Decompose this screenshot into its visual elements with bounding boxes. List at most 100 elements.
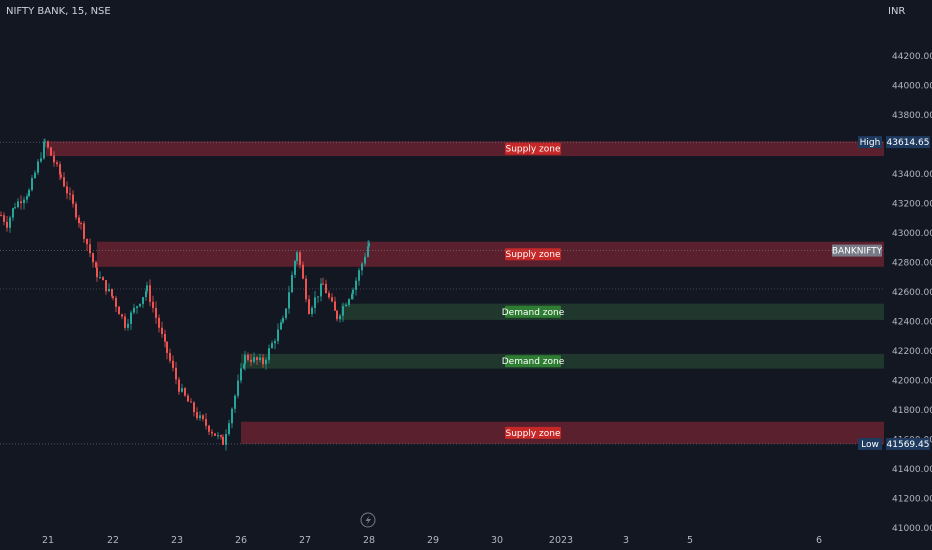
chart-title: NIFTY BANK, 15, NSE: [6, 6, 111, 17]
candle-body: [302, 264, 304, 279]
replay-icon[interactable]: [360, 512, 376, 528]
candle-body: [328, 293, 330, 298]
candle-body: [121, 314, 123, 317]
zone-label-bg: [505, 142, 561, 155]
badge-value-bg: [886, 136, 930, 149]
zone-label: Demand zone: [502, 308, 565, 318]
candle-body: [3, 215, 5, 222]
candle-body: [83, 223, 85, 239]
candle-body: [262, 357, 264, 365]
candle-body: [274, 341, 276, 344]
supply-zone[interactable]: [241, 421, 884, 444]
candle-body: [364, 256, 366, 264]
guide-lines: [0, 141, 884, 445]
candle-body: [351, 294, 353, 300]
candle-body: [56, 162, 58, 165]
candle-body: [133, 307, 135, 313]
badge-label-bg: [858, 136, 882, 149]
x-tick-label: 2023: [549, 535, 573, 546]
symbol-badge: BANKNIFTY: [832, 247, 883, 257]
y-tick-label: 43000.00: [892, 229, 932, 239]
candle-body: [225, 434, 227, 445]
x-tick-label: 5: [687, 535, 693, 546]
candle-body: [146, 285, 148, 292]
candle-body: [80, 223, 82, 225]
y-tick-label: 41200.00: [892, 494, 932, 504]
candle-body: [352, 289, 354, 295]
y-tick-label: 41400.00: [892, 465, 932, 475]
y-tick-label: 41800.00: [892, 406, 932, 416]
candle-body: [294, 261, 296, 275]
candle-body: [86, 238, 88, 245]
candle-body: [37, 161, 39, 173]
candle-body: [208, 425, 210, 432]
candle-body: [166, 341, 168, 353]
candle-body: [247, 354, 249, 360]
x-tick-label: 23: [171, 535, 183, 546]
candle-body: [250, 359, 252, 362]
candle-body: [222, 436, 224, 445]
candle-body: [317, 296, 319, 298]
candle-body: [296, 252, 298, 262]
candle-body: [89, 244, 91, 254]
candle-body: [256, 357, 258, 360]
candle-body: [277, 329, 279, 342]
zone-label-bg: [505, 305, 561, 318]
x-tick-label: 30: [491, 535, 503, 546]
candle-body: [240, 368, 242, 381]
candle-body: [220, 435, 222, 437]
candle-body: [164, 333, 166, 342]
candle-body: [259, 357, 261, 360]
zone-label: Supply zone: [505, 145, 560, 155]
candle-body: [145, 291, 147, 298]
candle-body: [196, 412, 198, 419]
zone-label: Supply zone: [505, 250, 560, 260]
badge-label: Low: [861, 440, 879, 450]
candle-body: [111, 288, 113, 297]
zone-label: Supply zone: [505, 429, 560, 439]
candle-body: [28, 190, 30, 197]
candle-body: [20, 201, 22, 204]
supply-zone[interactable]: [46, 141, 884, 157]
candle-body: [40, 158, 42, 162]
candle-body: [155, 307, 157, 318]
candle-body: [17, 201, 19, 208]
demand-zone[interactable]: [341, 303, 884, 320]
candle-body: [66, 186, 68, 194]
candle-body: [75, 203, 77, 218]
candle-body: [178, 379, 180, 392]
candle-body: [169, 352, 171, 361]
candle-body: [348, 299, 350, 305]
candle-body: [26, 196, 28, 200]
candle-body: [305, 278, 307, 300]
y-axis[interactable]: 44200.00 44000.00 43800.00 43400.00 43200.00…: [892, 52, 932, 534]
zones-layer: Supply zone Supply zone Demand zone Demand …: [46, 141, 884, 444]
x-tick-label: 28: [363, 535, 375, 546]
demand-zone[interactable]: [241, 353, 884, 369]
y-tick-label: 43200.00: [892, 199, 932, 209]
y-tick-label: 43800.00: [892, 111, 932, 121]
candle-body: [214, 433, 216, 436]
candle-body: [234, 395, 236, 409]
candle-body: [108, 288, 110, 292]
candle-body: [115, 297, 117, 307]
candle-body: [253, 357, 255, 362]
x-axis[interactable]: 21 22 23 26 27 28 29 30 2023 3 5 6: [42, 535, 822, 546]
currency-label: INR: [888, 6, 905, 17]
candle-body: [118, 306, 120, 315]
candle-body: [12, 208, 14, 218]
y-tick-label: 43400.00: [892, 170, 932, 180]
candle-body: [161, 327, 163, 334]
candle-body: [43, 141, 45, 159]
candle-body: [23, 199, 25, 204]
candle-body: [271, 343, 273, 349]
price-badges: High 43614.65 Low 41569.45 BANKNIFTY: [832, 136, 930, 450]
candle-body: [63, 177, 65, 187]
candle-body: [334, 301, 336, 311]
y-tick-label: 41000.00: [892, 524, 932, 534]
supply-zone[interactable]: [97, 241, 884, 267]
candle-body: [14, 207, 16, 209]
candle-body: [280, 322, 282, 330]
x-tick-label: 22: [107, 535, 119, 546]
